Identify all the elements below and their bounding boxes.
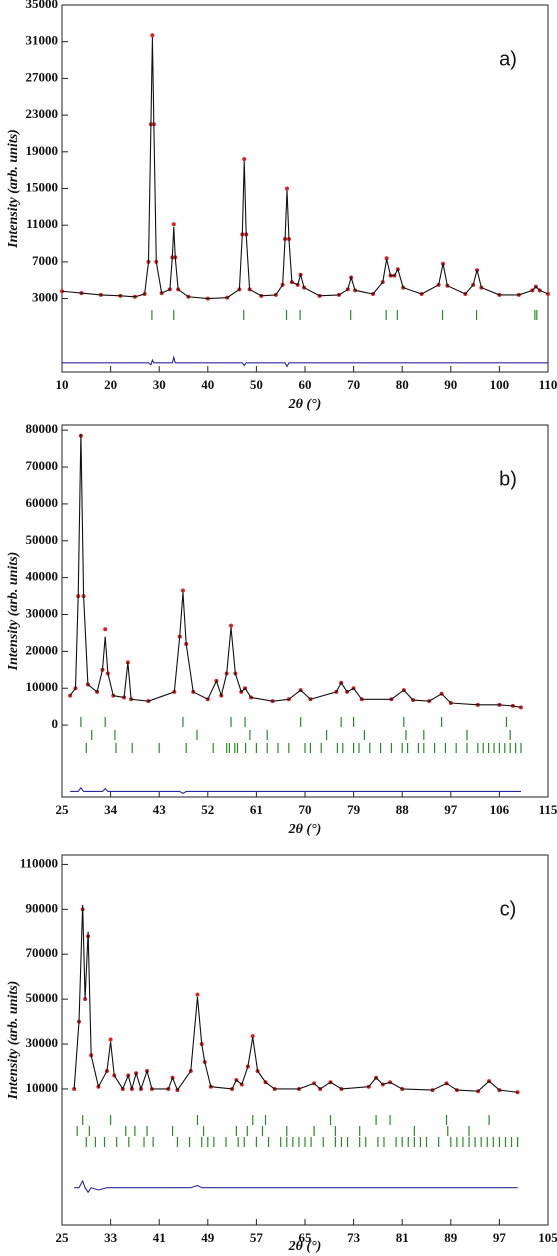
y-tick-label: 20000 [26,642,59,657]
y-axis-title: Intensity (arb. units) [6,552,21,672]
x-tick-label: 90 [444,377,457,392]
x-tick-label: 34 [104,802,118,817]
observed-point [72,1086,77,1091]
panel-label: c) [500,898,517,920]
plot-frame [61,4,549,373]
y-tick-label: 80000 [26,421,59,436]
y-axis-title: Intensity (arb. units) [6,981,21,1101]
y-tick-label: 10000 [26,1080,59,1095]
x-tick-label: 33 [104,1230,118,1245]
x-tick-label: 25 [56,1230,70,1245]
x-tick-label: 30 [153,377,166,392]
x-tick-label: 105 [538,1230,557,1245]
x-tick-label: 70 [299,802,312,817]
y-tick-label: 70000 [26,945,59,960]
observed-point [242,157,247,162]
x-tick-label: 60 [299,377,312,392]
x-axis-title: 2θ (°) [288,1239,322,1254]
y-tick-label: 19000 [26,143,59,158]
y-tick-label: 60000 [26,495,59,510]
y-tick-label: 3000 [32,290,58,305]
x-tick-label: 50 [250,377,263,392]
panel: 3000 7000 11000 15000 19000 23000 27000 31000 35… [6,0,557,412]
x-tick-label: 57 [250,1230,264,1245]
x-tick-label: 81 [396,1230,409,1245]
x-tick-label: 89 [444,1230,458,1245]
x-tick-label: 20 [104,377,117,392]
observed-point [108,1037,113,1042]
observed-point [250,1034,255,1039]
observed-point [519,705,523,710]
x-tick-label: 52 [201,802,214,817]
observed-point [103,627,108,632]
panel: 10000 30000 50000 70000 90000 110000 25 33 41 49 5… [6,854,557,1254]
panel-label: b) [499,468,517,490]
y-tick-label: 110000 [20,855,58,870]
x-tick-label: 65 [299,1230,313,1245]
x-tick-label: 40 [201,377,214,392]
y-tick-label: 0 [52,716,59,731]
x-tick-label: 110 [539,377,557,392]
y-tick-label: 30000 [26,1035,59,1050]
x-tick-label: 25 [56,802,70,817]
observed-point [195,992,200,997]
observed-point [384,256,389,261]
y-tick-label: 90000 [26,900,59,915]
x-tick-label: 106 [490,802,510,817]
x-tick-label: 70 [347,377,360,392]
y-tick-label: 10000 [26,679,59,694]
y-tick-label: 31000 [26,33,59,48]
observed-point [150,33,155,38]
data-line [73,904,518,1093]
observed-point [285,186,290,191]
y-tick-label: 50000 [26,532,59,547]
x-tick-label: 97 [444,802,458,817]
x-tick-label: 43 [153,802,167,817]
panel: 0 10000 20000 30000 40000 50000 60000 70000 8000… [6,421,557,837]
data-line [69,433,522,708]
observed-point [171,222,176,227]
x-tick-label: 10 [56,377,69,392]
x-tick-label: 97 [493,1230,507,1245]
y-tick-label: 27000 [26,69,59,84]
x-tick-label: 100 [490,377,510,392]
plot-frame [61,424,549,798]
x-tick-label: 73 [347,1230,361,1245]
x-tick-label: 88 [396,802,410,817]
y-axis-title: Intensity (arb. units) [6,129,21,249]
data-line [61,37,549,300]
y-tick-label: 7000 [32,253,58,268]
y-tick-label: 70000 [26,458,59,473]
y-tick-label: 50000 [26,990,59,1005]
observed-point [180,588,185,593]
x-tick-label: 80 [396,377,409,392]
x-tick-label: 49 [201,1230,215,1245]
data-line [62,355,548,368]
x-tick-label: 115 [539,802,557,817]
y-tick-label: 40000 [26,569,59,584]
y-tick-label: 35000 [26,0,59,11]
data-line [74,1179,518,1194]
y-tick-label: 23000 [26,106,59,121]
x-tick-label: 41 [153,1230,166,1245]
y-tick-label: 30000 [26,605,59,620]
x-tick-label: 79 [347,802,361,817]
observed-point [229,623,234,628]
x-tick-label: 61 [250,802,263,817]
panel-label: a) [499,48,517,70]
observed-point [546,292,550,297]
plot-frame [61,854,549,1226]
x-axis-title: 2θ (°) [288,397,322,412]
y-tick-label: 15000 [26,179,59,194]
x-axis-title: 2θ (°) [288,822,322,837]
data-line [70,786,521,794]
y-tick-label: 11000 [26,216,58,231]
